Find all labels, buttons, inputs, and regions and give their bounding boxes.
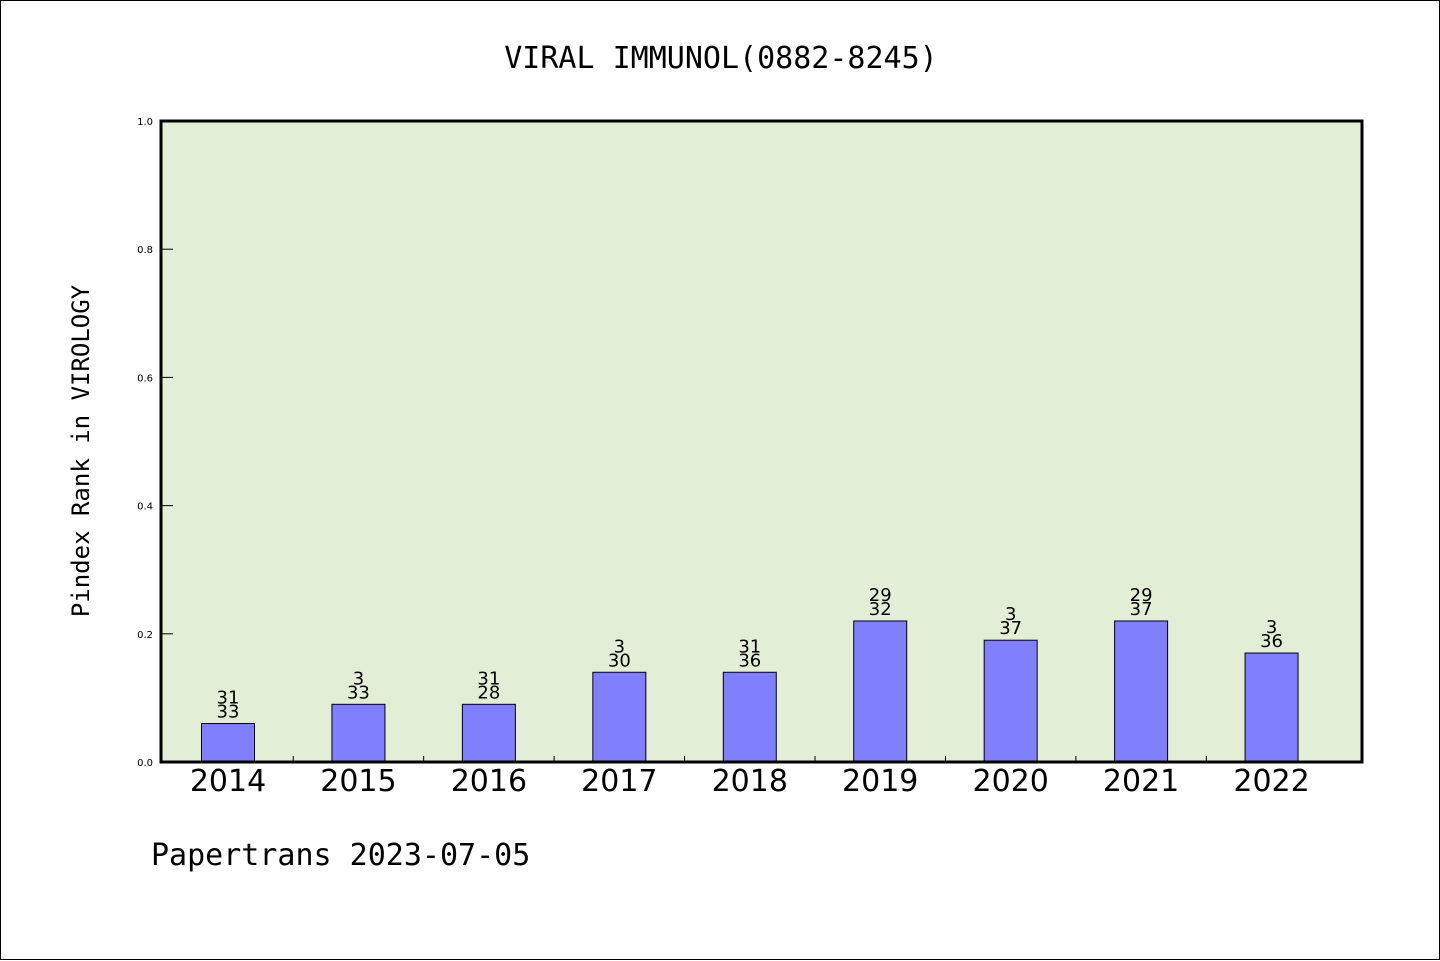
bar-label-bottom: 37 bbox=[999, 618, 1022, 639]
bar bbox=[722, 671, 777, 763]
y-tick-label: 0.4 bbox=[137, 502, 153, 513]
x-tick-label: 2019 bbox=[842, 764, 918, 799]
bar bbox=[461, 703, 516, 763]
bar-label-bottom: 28 bbox=[477, 682, 500, 703]
bar bbox=[983, 639, 1038, 763]
x-tick-label: 2016 bbox=[451, 764, 527, 799]
y-axis-label: Pindex Rank in VIROLOGY bbox=[67, 284, 95, 617]
bar-label-bottom: 30 bbox=[608, 650, 631, 671]
bar-label-top: 29 bbox=[1130, 585, 1153, 606]
bar bbox=[853, 620, 908, 763]
bar-label-top: 29 bbox=[869, 585, 892, 606]
bar-label-top: 3 bbox=[1005, 604, 1016, 625]
y-tick-label: 0.0 bbox=[137, 758, 153, 769]
bar bbox=[201, 723, 255, 763]
bar-label-top: 3 bbox=[1266, 617, 1277, 638]
x-tick-label: 2018 bbox=[712, 764, 788, 799]
bar bbox=[331, 703, 386, 763]
plot-area bbox=[161, 121, 1362, 762]
bar-label-bottom: 37 bbox=[1130, 599, 1153, 620]
bar-label-bottom: 36 bbox=[1260, 631, 1283, 652]
x-axis-ticks: 2014 2015 2016 2017 2018 2019 2020 2021 2022 bbox=[190, 756, 1310, 799]
x-tick-label: 2022 bbox=[1233, 764, 1309, 799]
bar bbox=[592, 671, 647, 763]
bar-label-bottom: 33 bbox=[217, 702, 240, 723]
bar-label-bottom: 32 bbox=[869, 599, 892, 620]
chart-title: VIRAL IMMUNOL(0882-8245) bbox=[504, 41, 937, 76]
bar bbox=[1244, 652, 1299, 763]
y-tick-label: 0.8 bbox=[137, 245, 153, 256]
x-tick-label: 2021 bbox=[1103, 764, 1179, 799]
x-tick-label: 2015 bbox=[320, 764, 396, 799]
y-tick-label: 0.2 bbox=[137, 630, 153, 641]
bar-label-bottom: 33 bbox=[347, 682, 370, 703]
y-tick-label: 1.0 bbox=[137, 117, 153, 128]
footer-text: Papertrans 2023-07-05 bbox=[151, 838, 530, 873]
bar-label-bottom: 36 bbox=[738, 650, 761, 671]
x-tick-label: 2014 bbox=[190, 764, 266, 799]
bar bbox=[1114, 620, 1169, 763]
bar-label-top: 31 bbox=[477, 668, 500, 689]
bar-label-top: 31 bbox=[217, 688, 240, 709]
plot-border bbox=[159, 119, 1364, 764]
bar-label-top: 3 bbox=[614, 636, 625, 657]
y-tick-label: 0.6 bbox=[137, 373, 153, 384]
bar-label-top: 3 bbox=[353, 668, 364, 689]
x-tick-label: 2020 bbox=[972, 764, 1048, 799]
bar-label-top: 31 bbox=[738, 636, 761, 657]
x-tick-label: 2017 bbox=[581, 764, 657, 799]
